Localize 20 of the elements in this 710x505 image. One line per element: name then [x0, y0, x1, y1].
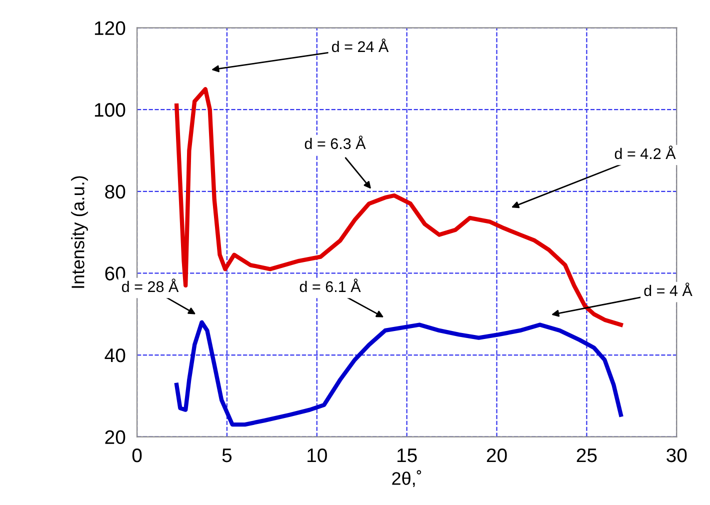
annotation: d = 6.1 Å	[300, 278, 361, 292]
x-axis-title: 2θ,˚	[392, 470, 422, 488]
x-tick-label: 0	[132, 448, 142, 462]
x-tick-label: 15	[398, 448, 417, 462]
annotation: d = 4.2 Å	[614, 146, 676, 160]
y-tick-label: 100	[94, 103, 126, 117]
annotation: d = 6.3 Å	[304, 136, 366, 150]
x-tick-label: 25	[576, 448, 597, 462]
annotation: d = 28 Å	[122, 278, 179, 292]
y-tick-label: 20	[105, 430, 126, 444]
annotation: d = 4 Å	[644, 282, 692, 296]
x-tick-label: 5	[222, 448, 232, 462]
y-tick-label: 120	[94, 21, 126, 36]
y-axis-title: Intensity (a.u.)	[71, 176, 88, 288]
x-tick-label: 20	[486, 448, 507, 462]
y-tick-label: 80	[105, 184, 126, 199]
annotation: d = 24 Å	[332, 38, 389, 52]
x-tick-label: 30	[666, 448, 687, 462]
y-tick-label: 40	[104, 348, 126, 362]
x-tick-label: 10	[308, 448, 327, 462]
